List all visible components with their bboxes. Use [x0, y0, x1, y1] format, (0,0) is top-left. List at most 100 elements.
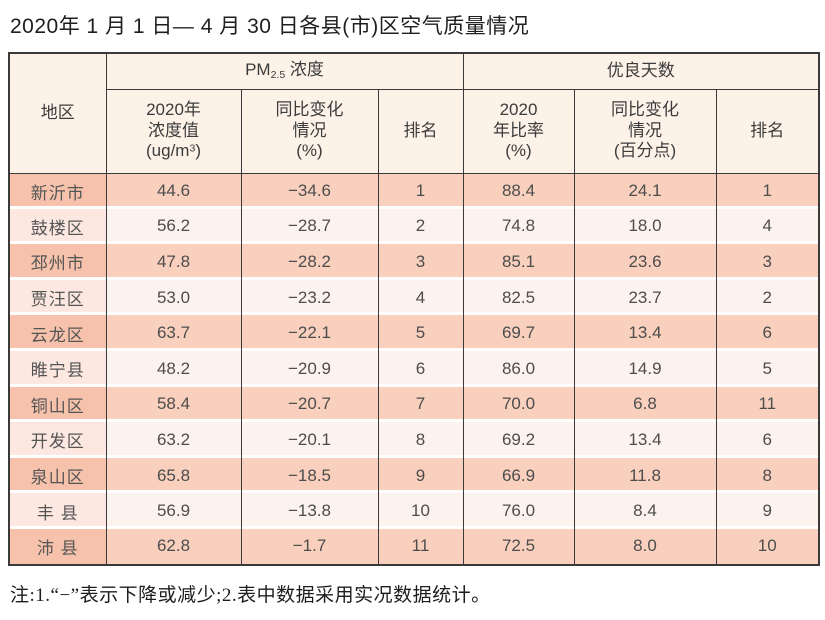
column-header-yoy-change: 同比变化 情况 (%)	[240, 88, 379, 174]
cell-concentration: 48.2	[105, 350, 242, 387]
column-group-good-days: 优良天数	[462, 52, 820, 90]
footnote: 注:1.“−”表示下降或减少;2.表中数据采用实况数据统计。	[10, 584, 491, 606]
cell-good-days-ratio: 69.2	[462, 422, 575, 458]
cell-days-rank: 10	[715, 528, 820, 565]
cell-ratio-change: 8.4	[573, 493, 717, 529]
table-row: 云龙区 63.7 −22.1 5 69.7 13.4 6	[8, 315, 820, 351]
cell-ratio-change: 23.7	[573, 279, 717, 316]
cell-ratio-change: 14.9	[573, 350, 717, 387]
cell-concentration: 65.8	[105, 457, 242, 494]
page-title: 2020年 1 月 1 日— 4 月 30 日各县(市)区空气质量情况	[10, 15, 530, 38]
cell-days-rank: 2	[715, 279, 820, 316]
cell-concentration-change: −18.5	[240, 457, 379, 494]
cell-concentration-change: −20.9	[240, 350, 379, 387]
cell-concentration: 53.0	[105, 279, 242, 316]
cell-days-rank: 8	[715, 457, 820, 494]
cell-region: 开发区	[8, 422, 107, 458]
cell-concentration: 63.2	[105, 422, 242, 458]
cell-region: 新沂市	[8, 173, 107, 209]
cell-days-rank: 6	[715, 422, 820, 458]
air-quality-table: 地区 PM2.5 浓度 优良天数 2020年 浓度值 (ug/m3) 同比变化 …	[8, 52, 821, 566]
cell-pm-rank: 8	[377, 422, 464, 458]
cell-ratio-change: 23.6	[573, 244, 717, 280]
cell-pm-rank: 10	[377, 493, 464, 529]
cell-concentration-change: −20.7	[240, 386, 379, 423]
cell-ratio-change: 6.8	[573, 386, 717, 423]
column-header-ratio: 2020 年比率 (%)	[462, 88, 575, 174]
cell-pm-rank: 2	[377, 208, 464, 245]
column-header-days-rank: 排名	[715, 88, 820, 174]
cell-good-days-ratio: 66.9	[462, 457, 575, 494]
cell-good-days-ratio: 86.0	[462, 350, 575, 387]
cell-concentration-change: −20.1	[240, 422, 379, 458]
cell-good-days-ratio: 85.1	[462, 244, 575, 280]
cell-ratio-change: 8.0	[573, 528, 717, 565]
cubed-superscript: 3	[189, 142, 196, 155]
table-row: 丰 县 56.9 −13.8 10 76.0 8.4 9	[8, 493, 820, 529]
table-row: 新沂市 44.6 −34.6 1 88.4 24.1 1	[8, 173, 820, 209]
cell-ratio-change: 18.0	[573, 208, 717, 245]
cell-pm-rank: 1	[377, 173, 464, 209]
page: 2020年 1 月 1 日— 4 月 30 日各县(市)区空气质量情况 地区 P…	[8, 15, 821, 606]
cell-concentration-change: −28.7	[240, 208, 379, 245]
cell-good-days-ratio: 76.0	[462, 493, 575, 529]
cell-ratio-change: 13.4	[573, 315, 717, 351]
cell-good-days-ratio: 72.5	[462, 528, 575, 565]
cell-ratio-change: 13.4	[573, 422, 717, 458]
column-header-concentration: 2020年 浓度值 (ug/m3)	[105, 88, 242, 174]
cell-region: 丰 县	[8, 493, 107, 529]
cell-good-days-ratio: 74.8	[462, 208, 575, 245]
cell-days-rank: 9	[715, 493, 820, 529]
cell-pm-rank: 11	[377, 528, 464, 565]
column-header-region: 地区	[8, 52, 107, 174]
cell-days-rank: 1	[715, 173, 820, 209]
table-row: 泉山区 65.8 −18.5 9 66.9 11.8 8	[8, 457, 820, 494]
cell-concentration-change: −34.6	[240, 173, 379, 209]
column-group-pm25: PM2.5 浓度	[105, 52, 464, 90]
cell-pm-rank: 3	[377, 244, 464, 280]
pm25-subscript: 2.5	[270, 69, 286, 82]
cell-pm-rank: 5	[377, 315, 464, 351]
cell-good-days-ratio: 82.5	[462, 279, 575, 316]
column-header-pm-rank: 排名	[377, 88, 464, 174]
cell-region: 睢宁县	[8, 350, 107, 387]
table-row: 鼓楼区 56.2 −28.7 2 74.8 18.0 4	[8, 208, 820, 245]
cell-days-rank: 6	[715, 315, 820, 351]
cell-days-rank: 5	[715, 350, 820, 387]
table-row: 开发区 63.2 −20.1 8 69.2 13.4 6	[8, 422, 820, 458]
cell-days-rank: 4	[715, 208, 820, 245]
cell-good-days-ratio: 88.4	[462, 173, 575, 209]
cell-concentration: 63.7	[105, 315, 242, 351]
table-row: 邳州市 47.8 −28.2 3 85.1 23.6 3	[8, 244, 820, 280]
header-group-row: 地区 PM2.5 浓度 优良天数	[8, 52, 820, 174]
cell-pm-rank: 9	[377, 457, 464, 494]
table-row: 贾汪区 53.0 −23.2 4 82.5 23.7 2	[8, 279, 820, 316]
column-header-yoy-change-points: 同比变化 情况 (百分点)	[573, 88, 717, 174]
cell-good-days-ratio: 70.0	[462, 386, 575, 423]
cell-ratio-change: 24.1	[573, 173, 717, 209]
cell-region: 邳州市	[8, 244, 107, 280]
cell-concentration-change: −22.1	[240, 315, 379, 351]
cell-concentration: 62.8	[105, 528, 242, 565]
cell-concentration-change: −13.8	[240, 493, 379, 529]
cell-concentration-change: −28.2	[240, 244, 379, 280]
cell-region: 泉山区	[8, 457, 107, 494]
cell-days-rank: 11	[715, 386, 820, 423]
cell-pm-rank: 4	[377, 279, 464, 316]
cell-concentration: 56.2	[105, 208, 242, 245]
table-body: 新沂市 44.6 −34.6 1 88.4 24.1 1 鼓楼区 56.2 −2…	[8, 173, 820, 565]
cell-concentration: 56.9	[105, 493, 242, 529]
cell-concentration: 44.6	[105, 173, 242, 209]
cell-good-days-ratio: 69.7	[462, 315, 575, 351]
cell-region: 铜山区	[8, 386, 107, 423]
cell-concentration: 58.4	[105, 386, 242, 423]
cell-concentration-change: −23.2	[240, 279, 379, 316]
cell-concentration-change: −1.7	[240, 528, 379, 565]
cell-region: 贾汪区	[8, 279, 107, 316]
cell-region: 鼓楼区	[8, 208, 107, 245]
cell-days-rank: 3	[715, 244, 820, 280]
cell-region: 沛 县	[8, 528, 107, 565]
table-row: 沛 县 62.8 −1.7 11 72.5 8.0 10	[8, 528, 820, 565]
table-row: 铜山区 58.4 −20.7 7 70.0 6.8 11	[8, 386, 820, 423]
cell-concentration: 47.8	[105, 244, 242, 280]
